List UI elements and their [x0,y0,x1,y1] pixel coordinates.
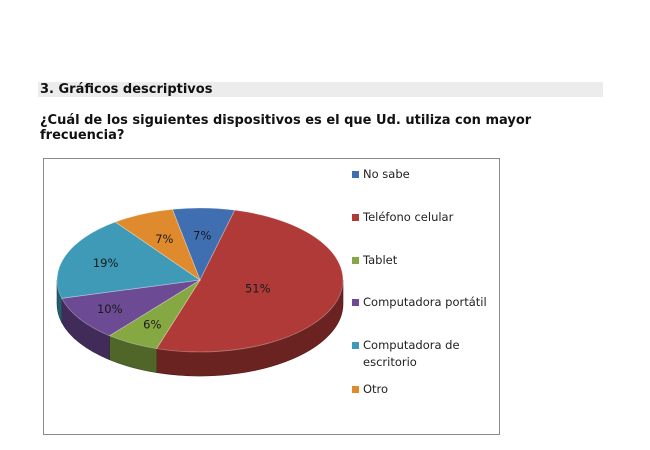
legend-item-computadora-portatil: Computadora portátil [363,295,487,309]
slice-label-computadora-portatil: 10% [97,302,123,316]
pie-slice-computadora-de-escritorio [56,221,202,299]
pie-slice-no-sabe [171,207,236,281]
pie-slice-telefono-celular [155,209,344,353]
legend-swatch-telefono-celular [352,214,359,221]
section-header-bar [38,82,603,97]
legend-item-no-sabe: No sabe [363,167,410,181]
slice-label-computadora-de-escritorio: 19% [93,256,119,270]
question-text: ¿Cuál de los siguientes dispositivos es … [40,113,532,143]
pie-slice-computadora-portatil [61,279,201,337]
section-title: 3. Gráficos descriptivos [40,82,213,97]
pie-slice-otro [114,208,201,282]
legend-item-computadora-de-escritorio: Computadora de escritorio [363,338,460,369]
legend-item-tablet: Tablet [362,253,398,267]
pie-slice-tablet [108,279,201,350]
legend-swatch-otro [352,386,359,393]
slice-label-otro: 7% [155,232,173,246]
slice-label-tablet: 6% [143,317,161,331]
slice-label-telefono-celular: 51% [245,281,271,295]
legend-item-otro: Otro [363,382,388,396]
legend-item-telefono-celular: Teléfono celular [362,210,454,224]
pie-top-faces [56,207,344,353]
slice-label-no-sabe: 7% [193,228,211,242]
chart-legend: No sabe Teléfono celular Tablet Computadora… [352,167,487,396]
legend-swatch-no-sabe [352,171,359,178]
legend-swatch-computadora-de-escritorio [352,342,359,349]
legend-swatch-tablet [352,257,359,264]
legend-swatch-computadora-portatil [352,299,359,306]
